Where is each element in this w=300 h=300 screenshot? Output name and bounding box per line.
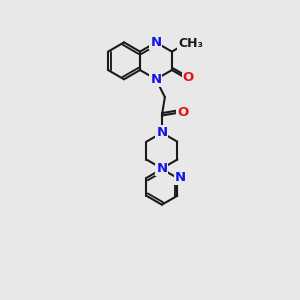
Text: N: N [156, 126, 167, 139]
Text: N: N [156, 162, 167, 175]
Text: N: N [150, 73, 161, 86]
Text: O: O [177, 106, 188, 119]
Text: N: N [150, 36, 161, 49]
Text: N: N [175, 171, 186, 184]
Text: O: O [183, 71, 194, 84]
Text: CH₃: CH₃ [178, 37, 203, 50]
